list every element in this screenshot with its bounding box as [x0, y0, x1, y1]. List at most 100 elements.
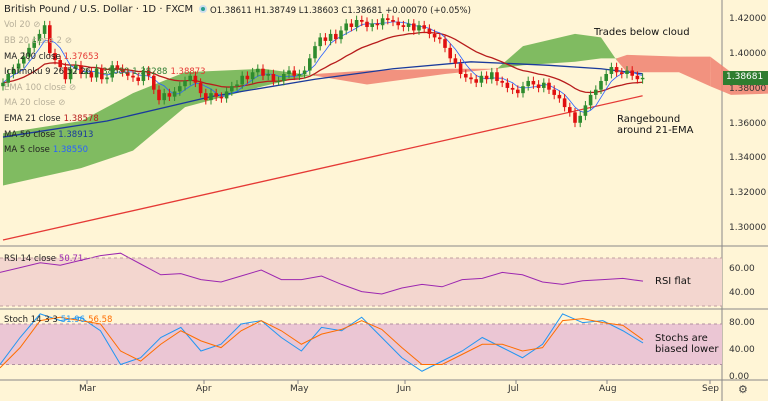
ichimoku-cloud-segment — [81, 93, 133, 169]
legend-rsi[interactable]: RSI 14 close 50.71 — [4, 254, 86, 264]
legend-ema100[interactable]: EMA 100 close ⊘ — [4, 83, 79, 93]
candle-body — [349, 23, 354, 27]
stoch-tick-label: 0.00 — [729, 372, 750, 382]
legend-stoch[interactable]: Stoch 14 3 3 51.96 56.58 — [4, 315, 115, 325]
ichimoku-cloud-segment — [710, 56, 731, 95]
candle-body — [458, 63, 463, 75]
candle-body — [245, 75, 250, 80]
time-tick-label: Aug — [599, 384, 617, 394]
candle-body — [464, 74, 468, 78]
legend-ma5[interactable]: MA 5 close 1.38550 — [4, 145, 91, 155]
ichimoku-cloud-segment — [133, 72, 185, 151]
legend-text: 1.38680 — [94, 67, 130, 77]
candle-body — [37, 33, 42, 41]
candle-body — [219, 96, 224, 99]
candle-body — [48, 25, 52, 54]
candle-body — [578, 115, 582, 123]
ohlc-readout: O1.38611 H1.38749 L1.38603 C1.38681 +0.0… — [210, 6, 471, 16]
candle-body — [328, 33, 333, 41]
legend-bb[interactable]: BB 20 close 2 ⊘ — [4, 36, 75, 46]
price-tick-label: 1.40000 — [729, 48, 767, 59]
settings-gear-icon[interactable]: ⚙ — [738, 383, 748, 396]
candle-body — [120, 68, 125, 73]
ichimoku-cloud-segment — [523, 33, 575, 66]
candle-body — [131, 75, 135, 78]
candle-body — [302, 70, 307, 75]
legend-ichimoku[interactable]: Ichimoku 9 26 52 26 1.38680 1.38288 1.38873 — [4, 67, 209, 77]
candle-body — [318, 37, 322, 47]
legend-text: Stoch 14 3 3 — [4, 315, 58, 325]
price-tick-label: 1.34000 — [729, 153, 767, 164]
time-tick-label: Sep — [702, 384, 719, 394]
legend-text: H1.38749 — [254, 6, 297, 16]
annotation-stoch-2: biased lower — [655, 344, 719, 355]
candle-body — [448, 47, 452, 59]
annotation-rsi: RSI flat — [655, 276, 691, 287]
candle-body — [105, 77, 109, 80]
time-tick-label: May — [290, 384, 309, 394]
candle-body — [100, 68, 104, 80]
candle-body — [178, 86, 182, 92]
legend-text: 1.38873 — [170, 67, 206, 77]
hidden-eye-icon: ⊘ — [33, 20, 41, 30]
legend-text: O1.38611 — [210, 6, 252, 16]
candle-body — [557, 94, 562, 99]
ichimoku-cloud-segment — [601, 37, 617, 61]
candle-body — [74, 65, 78, 69]
hidden-eye-icon: ⊘ — [58, 98, 66, 108]
legend-ma50[interactable]: MA 50 close 1.38913 — [4, 130, 96, 140]
candle-body — [490, 72, 494, 80]
rsi-tick-label: 40.00 — [729, 288, 755, 298]
candle-body — [89, 72, 94, 78]
candle-body — [287, 70, 291, 75]
legend-text: MA 50 close — [4, 130, 56, 140]
candle-body — [16, 63, 21, 69]
legend-text: MA 200 close — [4, 52, 61, 62]
legend-text: RSI 14 close — [4, 254, 56, 264]
candle-body — [484, 75, 489, 80]
ichimoku-cloud-segment — [616, 54, 627, 73]
candle-body — [256, 68, 260, 73]
legend-ma200[interactable]: MA 200 close 1.37653 — [4, 52, 102, 62]
candle-body — [334, 33, 338, 40]
candle-body — [235, 84, 239, 87]
candle-body — [193, 75, 198, 83]
legend-ma20[interactable]: MA 20 close ⊘ — [4, 98, 68, 108]
candle-body — [510, 87, 515, 90]
candle-body — [568, 107, 572, 113]
legend-text: +0.00070 (+0.05%) — [385, 6, 471, 16]
ichimoku-cloud-segment — [575, 33, 601, 62]
candle-body — [396, 21, 400, 26]
legend-text: Vol 20 — [4, 20, 31, 30]
candle-body — [172, 91, 177, 97]
stoch-band — [0, 324, 722, 365]
legend-text: 51.96 — [60, 315, 86, 325]
current-price-tag: 1.38681 — [723, 71, 768, 85]
candle-body — [375, 23, 380, 26]
legend-vol[interactable]: Vol 20 ⊘ — [4, 20, 43, 30]
candle-body — [360, 20, 364, 22]
candle-body — [136, 77, 140, 81]
candle-body — [438, 37, 442, 40]
hidden-eye-icon: ⊘ — [64, 36, 73, 46]
candle-body — [1, 82, 5, 87]
candle-body — [79, 65, 83, 75]
legend-text: EMA 100 close — [4, 83, 67, 93]
candle-body — [297, 74, 302, 76]
candle-body — [573, 112, 577, 123]
stoch-d-line — [0, 316, 644, 369]
candle-body — [11, 68, 16, 75]
legend-text: BB 20 close 2 — [4, 36, 62, 46]
candle-body — [609, 67, 614, 75]
legend-ema21[interactable]: EMA 21 close 1.38578 — [4, 114, 102, 124]
candle-body — [198, 82, 203, 94]
candle-body — [146, 70, 151, 76]
annotation-range-1: Rangebound — [617, 114, 681, 125]
candle-body — [588, 94, 593, 106]
ichimoku-cloud-segment — [3, 121, 81, 186]
candle-body — [432, 33, 437, 38]
candle-body — [53, 53, 57, 61]
candle-body — [516, 89, 520, 94]
legend-text: C1.38681 — [341, 6, 383, 16]
